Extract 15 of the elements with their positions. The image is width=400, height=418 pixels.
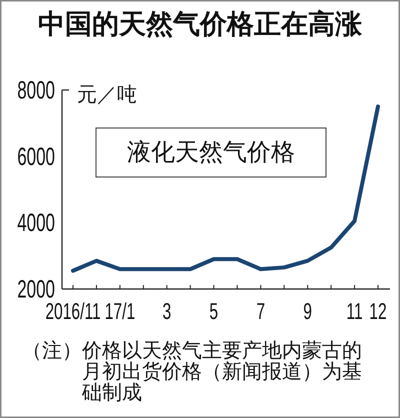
x-tick-label: 5	[209, 299, 218, 325]
y-axis-title: 元／吨	[77, 84, 137, 106]
chart-title: 中国的天然气价格正在高涨	[38, 9, 363, 39]
x-tick-label: 9	[303, 299, 312, 325]
x-tick-label: 7	[256, 299, 266, 325]
y-tick-label: 8000	[17, 76, 56, 104]
x-tick-label: 11	[346, 299, 363, 325]
annotation: 液化天然气价格	[127, 139, 295, 166]
y-tick-label: 4000	[17, 208, 56, 238]
x-tick-label: 17/1	[104, 299, 136, 325]
text: （注）价格以天然气主要产地内蒙古的月初出货价格（新闻报道）为基础制成	[22, 340, 363, 404]
line-series	[71, 104, 380, 273]
x-tick-label: 12	[369, 299, 387, 325]
y-tick-label: 6000	[17, 142, 56, 171]
x-tick-label: 3	[162, 299, 172, 325]
